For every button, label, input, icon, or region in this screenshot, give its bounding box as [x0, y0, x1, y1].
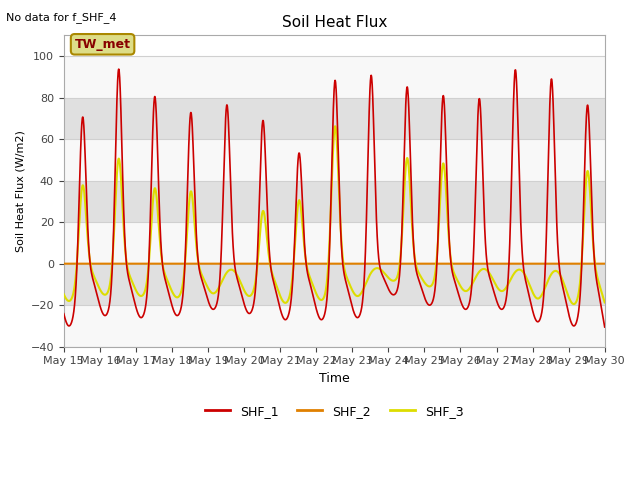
Y-axis label: Soil Heat Flux (W/m2): Soil Heat Flux (W/m2): [15, 130, 25, 252]
Text: No data for f_SHF_4: No data for f_SHF_4: [6, 12, 117, 23]
Text: TW_met: TW_met: [75, 38, 131, 51]
Bar: [64, 264, 605, 305]
Bar: [64, 56, 605, 97]
Bar: [64, 97, 605, 139]
X-axis label: Time: Time: [319, 372, 349, 385]
Bar: [64, 180, 605, 222]
Legend: SHF_1, SHF_2, SHF_3: SHF_1, SHF_2, SHF_3: [200, 400, 468, 423]
Bar: [64, 222, 605, 264]
Bar: [64, 305, 605, 347]
Title: Soil Heat Flux: Soil Heat Flux: [282, 15, 387, 30]
Bar: [64, 139, 605, 180]
